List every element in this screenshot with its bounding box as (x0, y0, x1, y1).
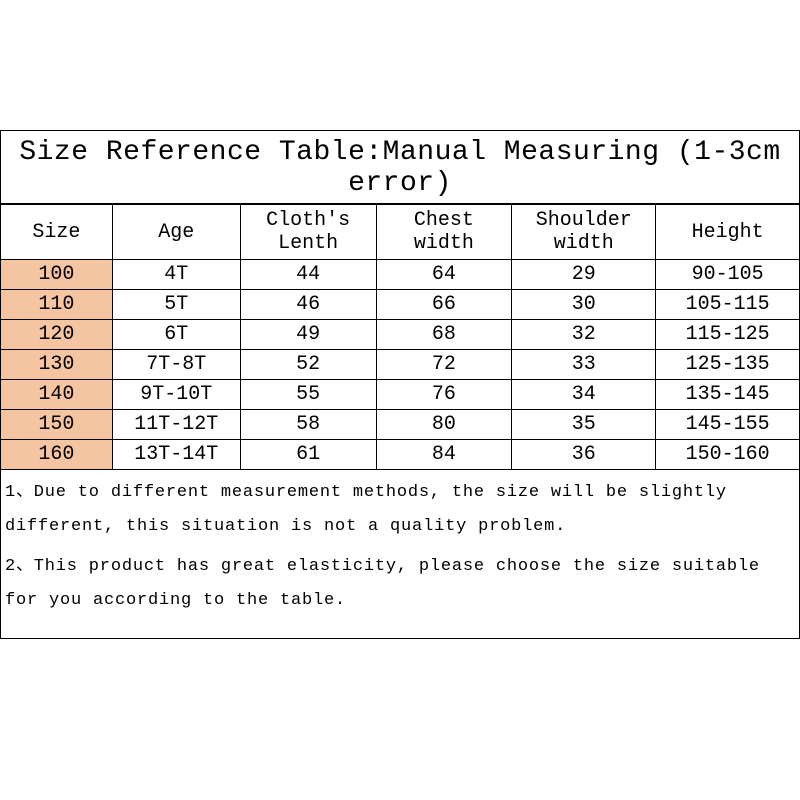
cell-shoulder: 33 (512, 350, 656, 380)
cell-height: 125-135 (656, 350, 800, 380)
cell-chest: 76 (376, 380, 512, 410)
size-chart-container: Size Reference Table:Manual Measuring (1… (0, 130, 800, 639)
cell-chest: 80 (376, 410, 512, 440)
table-body: 100 4T 44 64 29 90-105 110 5T 46 66 30 1… (1, 260, 800, 470)
notes-section: 1、Due to different measurement methods, … (0, 470, 800, 639)
cell-chest: 66 (376, 290, 512, 320)
header-age: Age (112, 205, 240, 260)
cell-height: 90-105 (656, 260, 800, 290)
table-row: 110 5T 46 66 30 105-115 (1, 290, 800, 320)
cell-chest: 84 (376, 440, 512, 470)
cell-length: 46 (240, 290, 376, 320)
cell-age: 5T (112, 290, 240, 320)
cell-size: 100 (1, 260, 113, 290)
cell-chest: 68 (376, 320, 512, 350)
table-row: 130 7T-8T 52 72 33 125-135 (1, 350, 800, 380)
table-row: 160 13T-14T 61 84 36 150-160 (1, 440, 800, 470)
cell-length: 52 (240, 350, 376, 380)
cell-shoulder: 30 (512, 290, 656, 320)
cell-shoulder: 29 (512, 260, 656, 290)
cell-height: 105-115 (656, 290, 800, 320)
header-length: Cloth's Lenth (240, 205, 376, 260)
header-size: Size (1, 205, 113, 260)
header-shoulder: Shoulder width (512, 205, 656, 260)
cell-age: 9T-10T (112, 380, 240, 410)
size-table: Size Age Cloth's Lenth Chest width Shoul… (0, 204, 800, 470)
cell-size: 130 (1, 350, 113, 380)
header-row: Size Age Cloth's Lenth Chest width Shoul… (1, 205, 800, 260)
cell-age: 6T (112, 320, 240, 350)
cell-size: 160 (1, 440, 113, 470)
cell-shoulder: 35 (512, 410, 656, 440)
cell-age: 7T-8T (112, 350, 240, 380)
cell-shoulder: 32 (512, 320, 656, 350)
header-height: Height (656, 205, 800, 260)
cell-chest: 64 (376, 260, 512, 290)
cell-height: 135-145 (656, 380, 800, 410)
cell-length: 55 (240, 380, 376, 410)
cell-length: 61 (240, 440, 376, 470)
cell-age: 11T-12T (112, 410, 240, 440)
header-chest: Chest width (376, 205, 512, 260)
cell-shoulder: 36 (512, 440, 656, 470)
cell-length: 44 (240, 260, 376, 290)
table-row: 100 4T 44 64 29 90-105 (1, 260, 800, 290)
cell-length: 58 (240, 410, 376, 440)
cell-age: 4T (112, 260, 240, 290)
chart-title: Size Reference Table:Manual Measuring (1… (0, 130, 800, 204)
cell-size: 120 (1, 320, 113, 350)
cell-chest: 72 (376, 350, 512, 380)
note-1: 1、Due to different measurement methods, … (5, 476, 795, 544)
table-row: 120 6T 49 68 32 115-125 (1, 320, 800, 350)
cell-height: 115-125 (656, 320, 800, 350)
cell-size: 110 (1, 290, 113, 320)
cell-size: 140 (1, 380, 113, 410)
cell-shoulder: 34 (512, 380, 656, 410)
cell-height: 145-155 (656, 410, 800, 440)
cell-height: 150-160 (656, 440, 800, 470)
cell-age: 13T-14T (112, 440, 240, 470)
table-row: 140 9T-10T 55 76 34 135-145 (1, 380, 800, 410)
cell-length: 49 (240, 320, 376, 350)
note-2: 2、This product has great elasticity, ple… (5, 550, 795, 618)
cell-size: 150 (1, 410, 113, 440)
table-row: 150 11T-12T 58 80 35 145-155 (1, 410, 800, 440)
